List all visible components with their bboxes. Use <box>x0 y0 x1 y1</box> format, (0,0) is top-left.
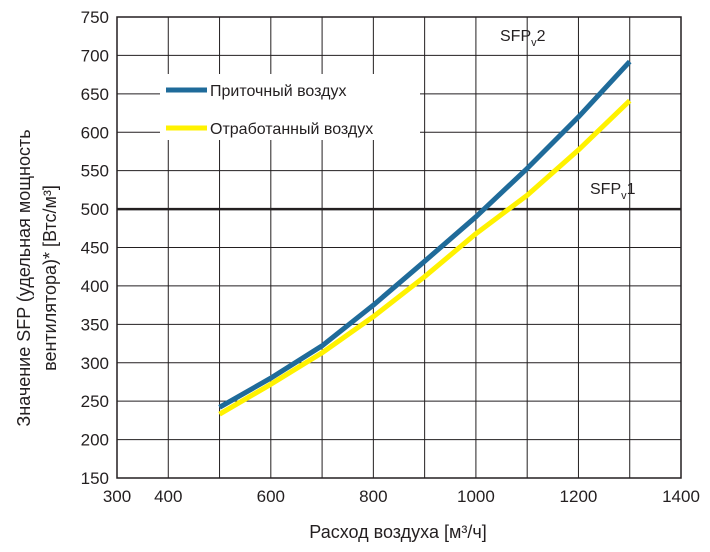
y-tick-label-300: 300 <box>81 354 109 373</box>
legend-label-exhaust-air: Отработанный воздух <box>210 121 373 138</box>
reference-lines: SFPv1 SFPv2 <box>117 28 681 211</box>
x-tick-label-400: 400 <box>154 487 182 506</box>
legend-label-supply-air: Приточный воздух <box>210 83 346 100</box>
x-tick-label-1200: 1200 <box>560 487 598 506</box>
y-tick-label-200: 200 <box>81 431 109 450</box>
y-tick-label-150: 150 <box>81 469 109 488</box>
y-axis-title: Значение SFP (удельная мощность вентилят… <box>14 129 60 426</box>
plot-border <box>116 16 682 479</box>
y-tick-label-650: 650 <box>81 85 109 104</box>
reference-label-sfpv1: SFPv1 <box>590 181 636 202</box>
y-tick-label-600: 600 <box>81 123 109 142</box>
legend: Приточный воздух Отработанный воздух <box>160 74 420 140</box>
y-tick-label-350: 350 <box>81 315 109 334</box>
series-line-exhaust-air <box>218 98 632 417</box>
x-tick-label-600: 600 <box>257 487 285 506</box>
x-axis-title: Расход воздуха [м³/ч] <box>309 522 486 542</box>
reference-label-sfpv2: SFPv2 <box>500 28 546 49</box>
y-axis-title-line-2: вентилятора)* [Втс/м³] <box>40 185 60 371</box>
x-tick-label-1400: 1400 <box>662 487 700 506</box>
y-tick-label-450: 450 <box>81 239 109 258</box>
x-tick-label-1000: 1000 <box>457 487 495 506</box>
series-line-supply-air <box>218 59 632 410</box>
y-tick-label-550: 550 <box>81 162 109 181</box>
y-tick-label-700: 700 <box>81 46 109 65</box>
x-tick-label-300: 300 <box>103 487 131 506</box>
y-tick-label-500: 500 <box>81 200 109 219</box>
y-tick-label-750: 750 <box>81 8 109 27</box>
y-tick-label-250: 250 <box>81 392 109 411</box>
series-lines <box>218 59 632 417</box>
plot-frame <box>116 16 682 479</box>
y-axis-title-line-1: Значение SFP (удельная мощность <box>14 129 34 426</box>
x-tick-label-800: 800 <box>359 487 387 506</box>
y-tick-label-400: 400 <box>81 277 109 296</box>
tick-labels: 300 400 600 800 1000 1200 1400 150 200 250 300 350 4… <box>81 8 700 506</box>
